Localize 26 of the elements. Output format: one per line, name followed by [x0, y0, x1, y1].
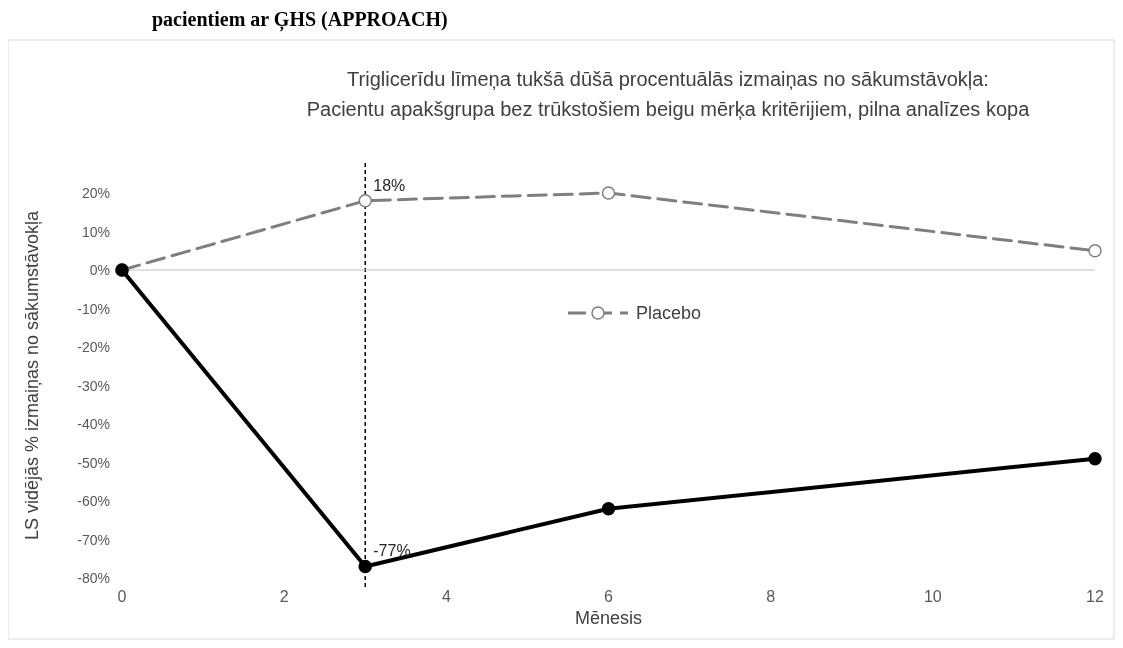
- y-tick-label: -30%: [77, 377, 110, 394]
- data-label: 18%: [373, 176, 406, 194]
- text: pacientiem ar ĢHS (APPROACH): [152, 8, 448, 32]
- data-label: -77%: [373, 542, 411, 560]
- x-tick-label: 6: [604, 588, 614, 605]
- y-tick-label: 20%: [81, 185, 110, 201]
- x-tick-label: 8: [766, 588, 776, 605]
- x-tick-label: 4: [441, 588, 451, 605]
- y-tick-label: 10%: [81, 223, 110, 240]
- x-tick-label: 12: [1086, 588, 1104, 605]
- x-axis-title: Mēnesis: [574, 608, 643, 628]
- y-tick-label: -50%: [77, 454, 110, 471]
- x-tick-label: 0: [117, 588, 127, 605]
- y-tick-label: -60%: [77, 493, 110, 509]
- y-tick-label: -70%: [77, 531, 110, 548]
- y-tick-label: -10%: [77, 300, 110, 317]
- y-tick-label: -20%: [77, 339, 110, 355]
- x-tick-label: 10: [923, 588, 942, 605]
- y-tick-label: -40%: [77, 416, 110, 432]
- x-tick-label: 2: [279, 588, 289, 605]
- y-tick-label: -80%: [77, 570, 110, 586]
- chart-subtitle: Pacientu apakšgrupa bez trūkstošiem beigu mērķa kritērijiem, pilna analīzes kopa: [306, 98, 1031, 120]
- chart-title: Triglicerīdu līmeņa tukšā dūšā procentuālās izmaiņas no sākumstāvokļa:: [347, 68, 989, 90]
- y-tick-label: 0%: [89, 262, 110, 278]
- legend-label: Placebo: [636, 303, 702, 323]
- y-axis-title: LS vidējās % izmaiņas no sākumstāvokļa: [22, 209, 42, 541]
